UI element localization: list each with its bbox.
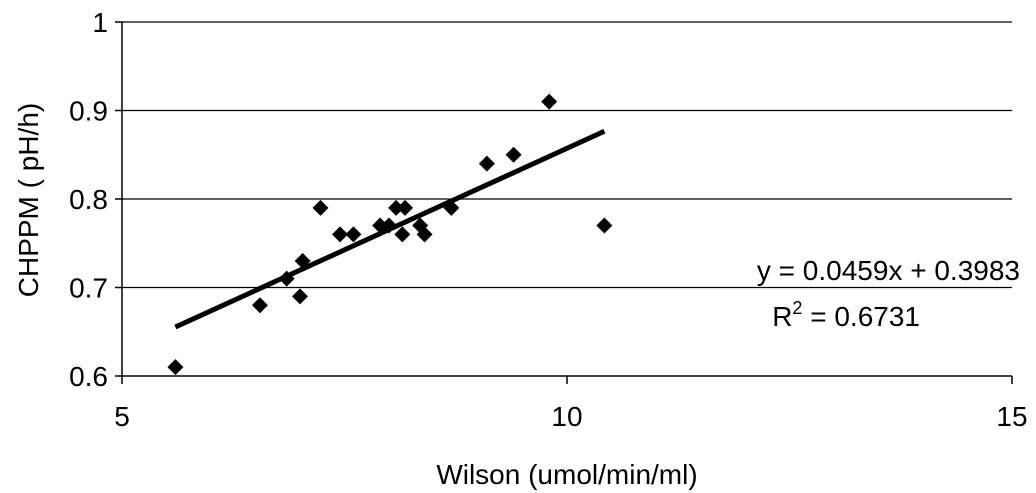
x-tick-label: 5: [114, 401, 130, 432]
y-tick-label: 0.6: [69, 361, 108, 392]
r-squared-prefix: R: [772, 301, 792, 332]
data-point: [167, 359, 184, 376]
data-point: [541, 93, 558, 110]
data-point: [388, 199, 405, 216]
data-point: [294, 252, 311, 269]
x-tick-label: 10: [551, 401, 582, 432]
data-point: [251, 297, 268, 314]
y-tick-label: 0.7: [69, 273, 108, 304]
data-point: [397, 199, 414, 216]
y-tick-label: 1: [92, 7, 108, 38]
gridlines: [122, 21, 1012, 289]
y-tick-label: 0.9: [69, 96, 108, 127]
x-tick-label: 15: [996, 401, 1027, 432]
data-point: [478, 155, 495, 172]
trendline-equation: y = 0.0459x + 0.3983: [757, 255, 1020, 286]
tick-labels: 0.60.70.80.915 10 15: [69, 7, 1028, 432]
data-point: [292, 288, 308, 305]
data-point: [312, 199, 329, 216]
data-points: [167, 93, 613, 376]
data-point: [372, 217, 389, 234]
data-point: [345, 226, 362, 243]
data-point: [381, 217, 397, 234]
data-point: [505, 146, 522, 163]
data-point: [278, 270, 295, 287]
y-tick-label: 0.8: [69, 184, 108, 215]
data-point: [443, 199, 460, 216]
r-squared-value: = 0.6731: [802, 301, 920, 332]
data-point: [332, 226, 349, 243]
axes: [115, 21, 1013, 384]
r-squared-label: R2 = 0.6731: [772, 298, 920, 332]
data-point: [416, 226, 433, 243]
x-axis-label: Wilson (umol/min/ml): [436, 459, 697, 490]
data-point: [394, 226, 411, 243]
r-squared-superscript: 2: [792, 298, 802, 318]
y-axis-label: CHPPM ( pH/h): [13, 103, 44, 297]
data-point: [596, 217, 613, 234]
